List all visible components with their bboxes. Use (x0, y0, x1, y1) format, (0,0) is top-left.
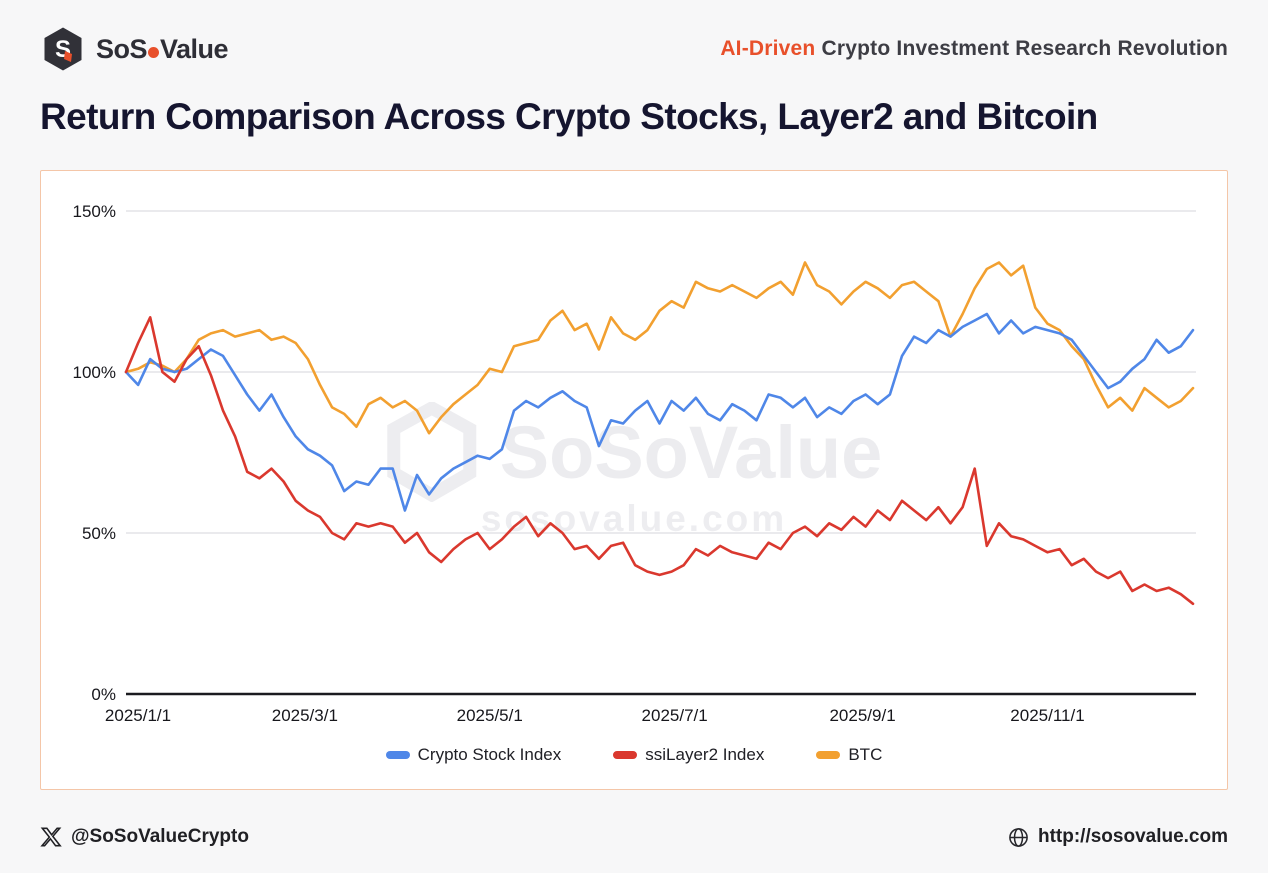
x-axis-tick: 2025/9/1 (829, 706, 895, 725)
chart-card: SoSoValue sosovalue.com 0% 50% 100% 150% 202… (40, 170, 1228, 790)
footer: @SoSoValueCrypto http://sosovalue.com (40, 822, 1228, 852)
line-btc (124, 261, 1195, 435)
header: S SoS Value AI-Driven Crypto Investment … (40, 24, 1228, 74)
legend-label: ssiLayer2 Index (645, 745, 765, 764)
brand-wordmark: SoS Value (96, 33, 229, 65)
sosovalue-logo-icon: S (44, 27, 82, 71)
legend-item-btc: BTC (816, 745, 882, 765)
x-axis-tick: 2025/11/1 (1010, 706, 1084, 725)
wordmark-prefix: SoS (96, 33, 148, 64)
x-axis-tick: 2025/3/1 (272, 706, 338, 725)
legend-label: Crypto Stock Index (417, 745, 562, 764)
page-title: Return Comparison Across Crypto Stocks, … (40, 96, 1098, 137)
tagline: AI-Driven Crypto Investment Research Rev… (720, 37, 1228, 61)
tagline-rest: Crypto Investment Research Revolution (815, 37, 1228, 60)
y-axis-tick: 50% (82, 524, 116, 543)
x-twitter-icon (40, 827, 62, 847)
wordmark-suffix: Value (160, 33, 229, 64)
x-axis-tick: 2025/7/1 (642, 706, 708, 725)
line-crypto-stock-index (124, 312, 1195, 512)
y-axis-tick: 150% (73, 202, 116, 221)
brand: S SoS Value (40, 26, 229, 72)
chart-svg: 0% 50% 100% 150% 2025/1/1 2025/3/1 2025/5/1 202… (73, 202, 1196, 725)
footer-website: http://sosovalue.com (1008, 826, 1228, 848)
line-ssilayer2-index (124, 316, 1195, 606)
tagline-highlight: AI-Driven (720, 37, 816, 60)
globe-icon (1009, 827, 1028, 847)
legend-swatch-icon (816, 751, 841, 759)
legend-item-ssilayer2-index: ssiLayer2 Index (613, 745, 764, 765)
chart-legend: Crypto Stock Index ssiLayer2 Index BTC (41, 745, 1227, 765)
wordmark-dot-icon (148, 46, 160, 58)
y-axis-tick: 0% (91, 685, 116, 704)
legend-swatch-icon (613, 751, 638, 759)
legend-swatch-icon (385, 751, 410, 759)
legend-label: BTC (848, 745, 883, 764)
footer-twitter: @SoSoValueCrypto (40, 826, 249, 848)
twitter-handle: @SoSoValueCrypto (71, 826, 249, 847)
x-axis-tick: 2025/1/1 (105, 706, 171, 725)
x-axis-tick: 2025/5/1 (457, 706, 523, 725)
legend-item-crypto-stock-index: Crypto Stock Index (385, 745, 562, 765)
y-axis-tick: 100% (73, 363, 116, 382)
website-url: http://sosovalue.com (1037, 826, 1228, 847)
